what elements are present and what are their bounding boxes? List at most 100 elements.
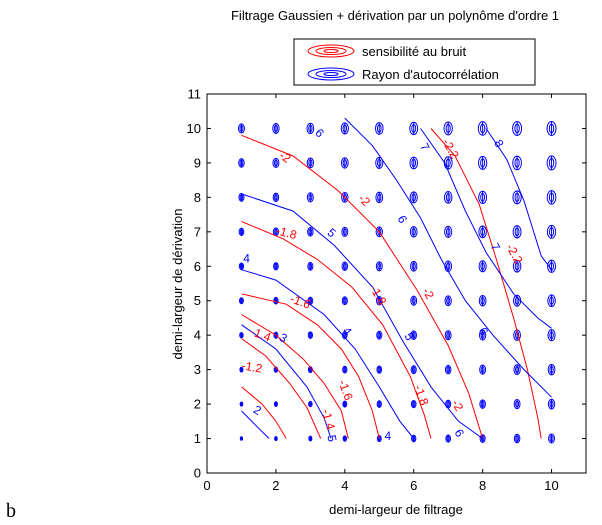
ellipse-glyph bbox=[239, 401, 244, 407]
contour-label: -1.4 bbox=[319, 408, 338, 432]
ellipse-glyph bbox=[342, 365, 348, 374]
ellipse-glyph bbox=[478, 190, 488, 205]
y-tick-label: 11 bbox=[188, 87, 202, 102]
ellipse-glyph bbox=[547, 398, 556, 410]
blue-contour-line bbox=[241, 410, 270, 439]
ellipse-glyph bbox=[547, 294, 556, 308]
x-tick-label: 10 bbox=[544, 478, 558, 493]
ellipse-glyph bbox=[340, 122, 349, 135]
ellipse-glyph bbox=[546, 120, 557, 136]
x-axis-label: demi-largeur de filtrage bbox=[329, 502, 463, 517]
ellipse-glyph bbox=[547, 259, 557, 273]
plot-area bbox=[206, 93, 587, 474]
x-tick-label: 8 bbox=[479, 478, 486, 493]
ellipse-glyph bbox=[445, 434, 452, 443]
contour-label: 4 bbox=[243, 252, 250, 266]
ellipse-glyph bbox=[410, 260, 418, 272]
ellipse-glyph bbox=[375, 191, 384, 204]
contour-label: -1.6 bbox=[335, 378, 355, 403]
y-tick-label: 1 bbox=[194, 431, 201, 446]
red-contour-line bbox=[241, 314, 349, 439]
ellipse-glyph bbox=[307, 331, 314, 340]
y-axis-label: demi-largeur de dérivation bbox=[170, 208, 185, 359]
ellipse-glyph bbox=[409, 226, 418, 238]
y-tick-label: 5 bbox=[194, 293, 201, 308]
ellipse-glyph bbox=[512, 120, 523, 136]
ellipse-glyph bbox=[238, 262, 245, 271]
x-tick-label: 2 bbox=[272, 478, 279, 493]
ellipse-glyph bbox=[308, 435, 313, 442]
contour-label: -1.2 bbox=[241, 358, 264, 375]
ellipse-glyph bbox=[239, 366, 244, 373]
blue-contour-line bbox=[241, 324, 332, 439]
red-contour-line bbox=[241, 338, 322, 439]
red-contour-line bbox=[241, 134, 484, 439]
ellipse-glyph bbox=[513, 433, 521, 444]
ellipse-glyph bbox=[341, 226, 349, 237]
ellipse-glyph bbox=[546, 224, 557, 239]
ellipse-glyph bbox=[306, 192, 314, 203]
red-contour-line bbox=[241, 293, 380, 439]
ellipse-glyph bbox=[478, 260, 487, 273]
ellipse-glyph bbox=[409, 156, 418, 170]
ellipse-glyph bbox=[306, 122, 315, 135]
x-axis-ticks: 0 2 4 6 8 10 bbox=[203, 94, 559, 493]
ellipse-glyph bbox=[375, 261, 383, 272]
ellipse-glyph bbox=[238, 227, 245, 236]
legend-label-blue: Rayon d'autocorrélation bbox=[362, 67, 499, 82]
ellipse-glyph bbox=[376, 330, 383, 340]
ellipse-grid bbox=[238, 120, 557, 444]
red-contour-line bbox=[430, 128, 542, 439]
ellipse-glyph bbox=[512, 259, 522, 273]
contour-label: -1.8 bbox=[411, 383, 431, 408]
ellipse-glyph bbox=[410, 330, 417, 340]
blue-contours bbox=[241, 117, 552, 439]
ellipse-glyph bbox=[410, 295, 418, 306]
y-tick-label: 0 bbox=[194, 466, 201, 481]
contour-label: -1.6 bbox=[288, 292, 313, 312]
y-tick-label: 4 bbox=[194, 328, 201, 343]
ellipse-glyph bbox=[513, 364, 521, 376]
ellipse-glyph bbox=[477, 155, 488, 170]
ellipse-glyph bbox=[238, 123, 245, 134]
ellipse-glyph bbox=[273, 296, 279, 305]
red-contours bbox=[241, 128, 542, 439]
ellipse-glyph bbox=[307, 261, 314, 271]
ellipse-glyph bbox=[376, 400, 382, 408]
ellipse-glyph bbox=[479, 434, 486, 444]
ellipse-glyph bbox=[306, 157, 315, 169]
legend-entry-red: sensibilité au bruit bbox=[307, 44, 466, 59]
y-tick-label: 10 bbox=[187, 121, 201, 136]
ellipse-glyph bbox=[411, 434, 417, 443]
ellipse-glyph bbox=[273, 401, 278, 407]
y-tick-label: 6 bbox=[194, 259, 201, 274]
ellipse-glyph bbox=[546, 155, 557, 171]
ellipse-glyph bbox=[444, 330, 452, 341]
ellipse-glyph bbox=[272, 157, 280, 168]
blue-contour-line bbox=[485, 128, 552, 270]
ellipse-glyph bbox=[341, 296, 348, 306]
ellipse-glyph bbox=[478, 295, 487, 307]
contour-label: 5 bbox=[324, 434, 339, 443]
ellipse-glyph bbox=[308, 400, 313, 408]
ellipse-glyph bbox=[375, 122, 384, 135]
ellipse-glyph bbox=[479, 364, 487, 375]
ellipse-glyph bbox=[376, 365, 383, 374]
legend-entry-blue: Rayon d'autocorrélation bbox=[307, 67, 499, 82]
ellipse-glyph bbox=[479, 399, 486, 409]
ellipse-glyph bbox=[239, 297, 244, 305]
ellipse-glyph bbox=[547, 329, 556, 342]
ellipse-glyph bbox=[444, 295, 452, 307]
ellipse-glyph bbox=[512, 225, 522, 239]
ellipse-glyph bbox=[342, 435, 348, 442]
ellipse-glyph bbox=[444, 225, 453, 238]
ellipse-glyph bbox=[307, 227, 314, 237]
ellipse-glyph bbox=[410, 365, 417, 375]
ellipse-glyph bbox=[410, 399, 417, 409]
y-tick-label: 9 bbox=[194, 155, 201, 170]
y-axis-ticks: 0 1 2 3 4 5 6 7 8 9 10 11 bbox=[187, 87, 586, 481]
x-tick-label: 4 bbox=[341, 478, 348, 493]
x-tick-label: 0 bbox=[203, 478, 210, 493]
red-contour-line bbox=[241, 386, 287, 439]
